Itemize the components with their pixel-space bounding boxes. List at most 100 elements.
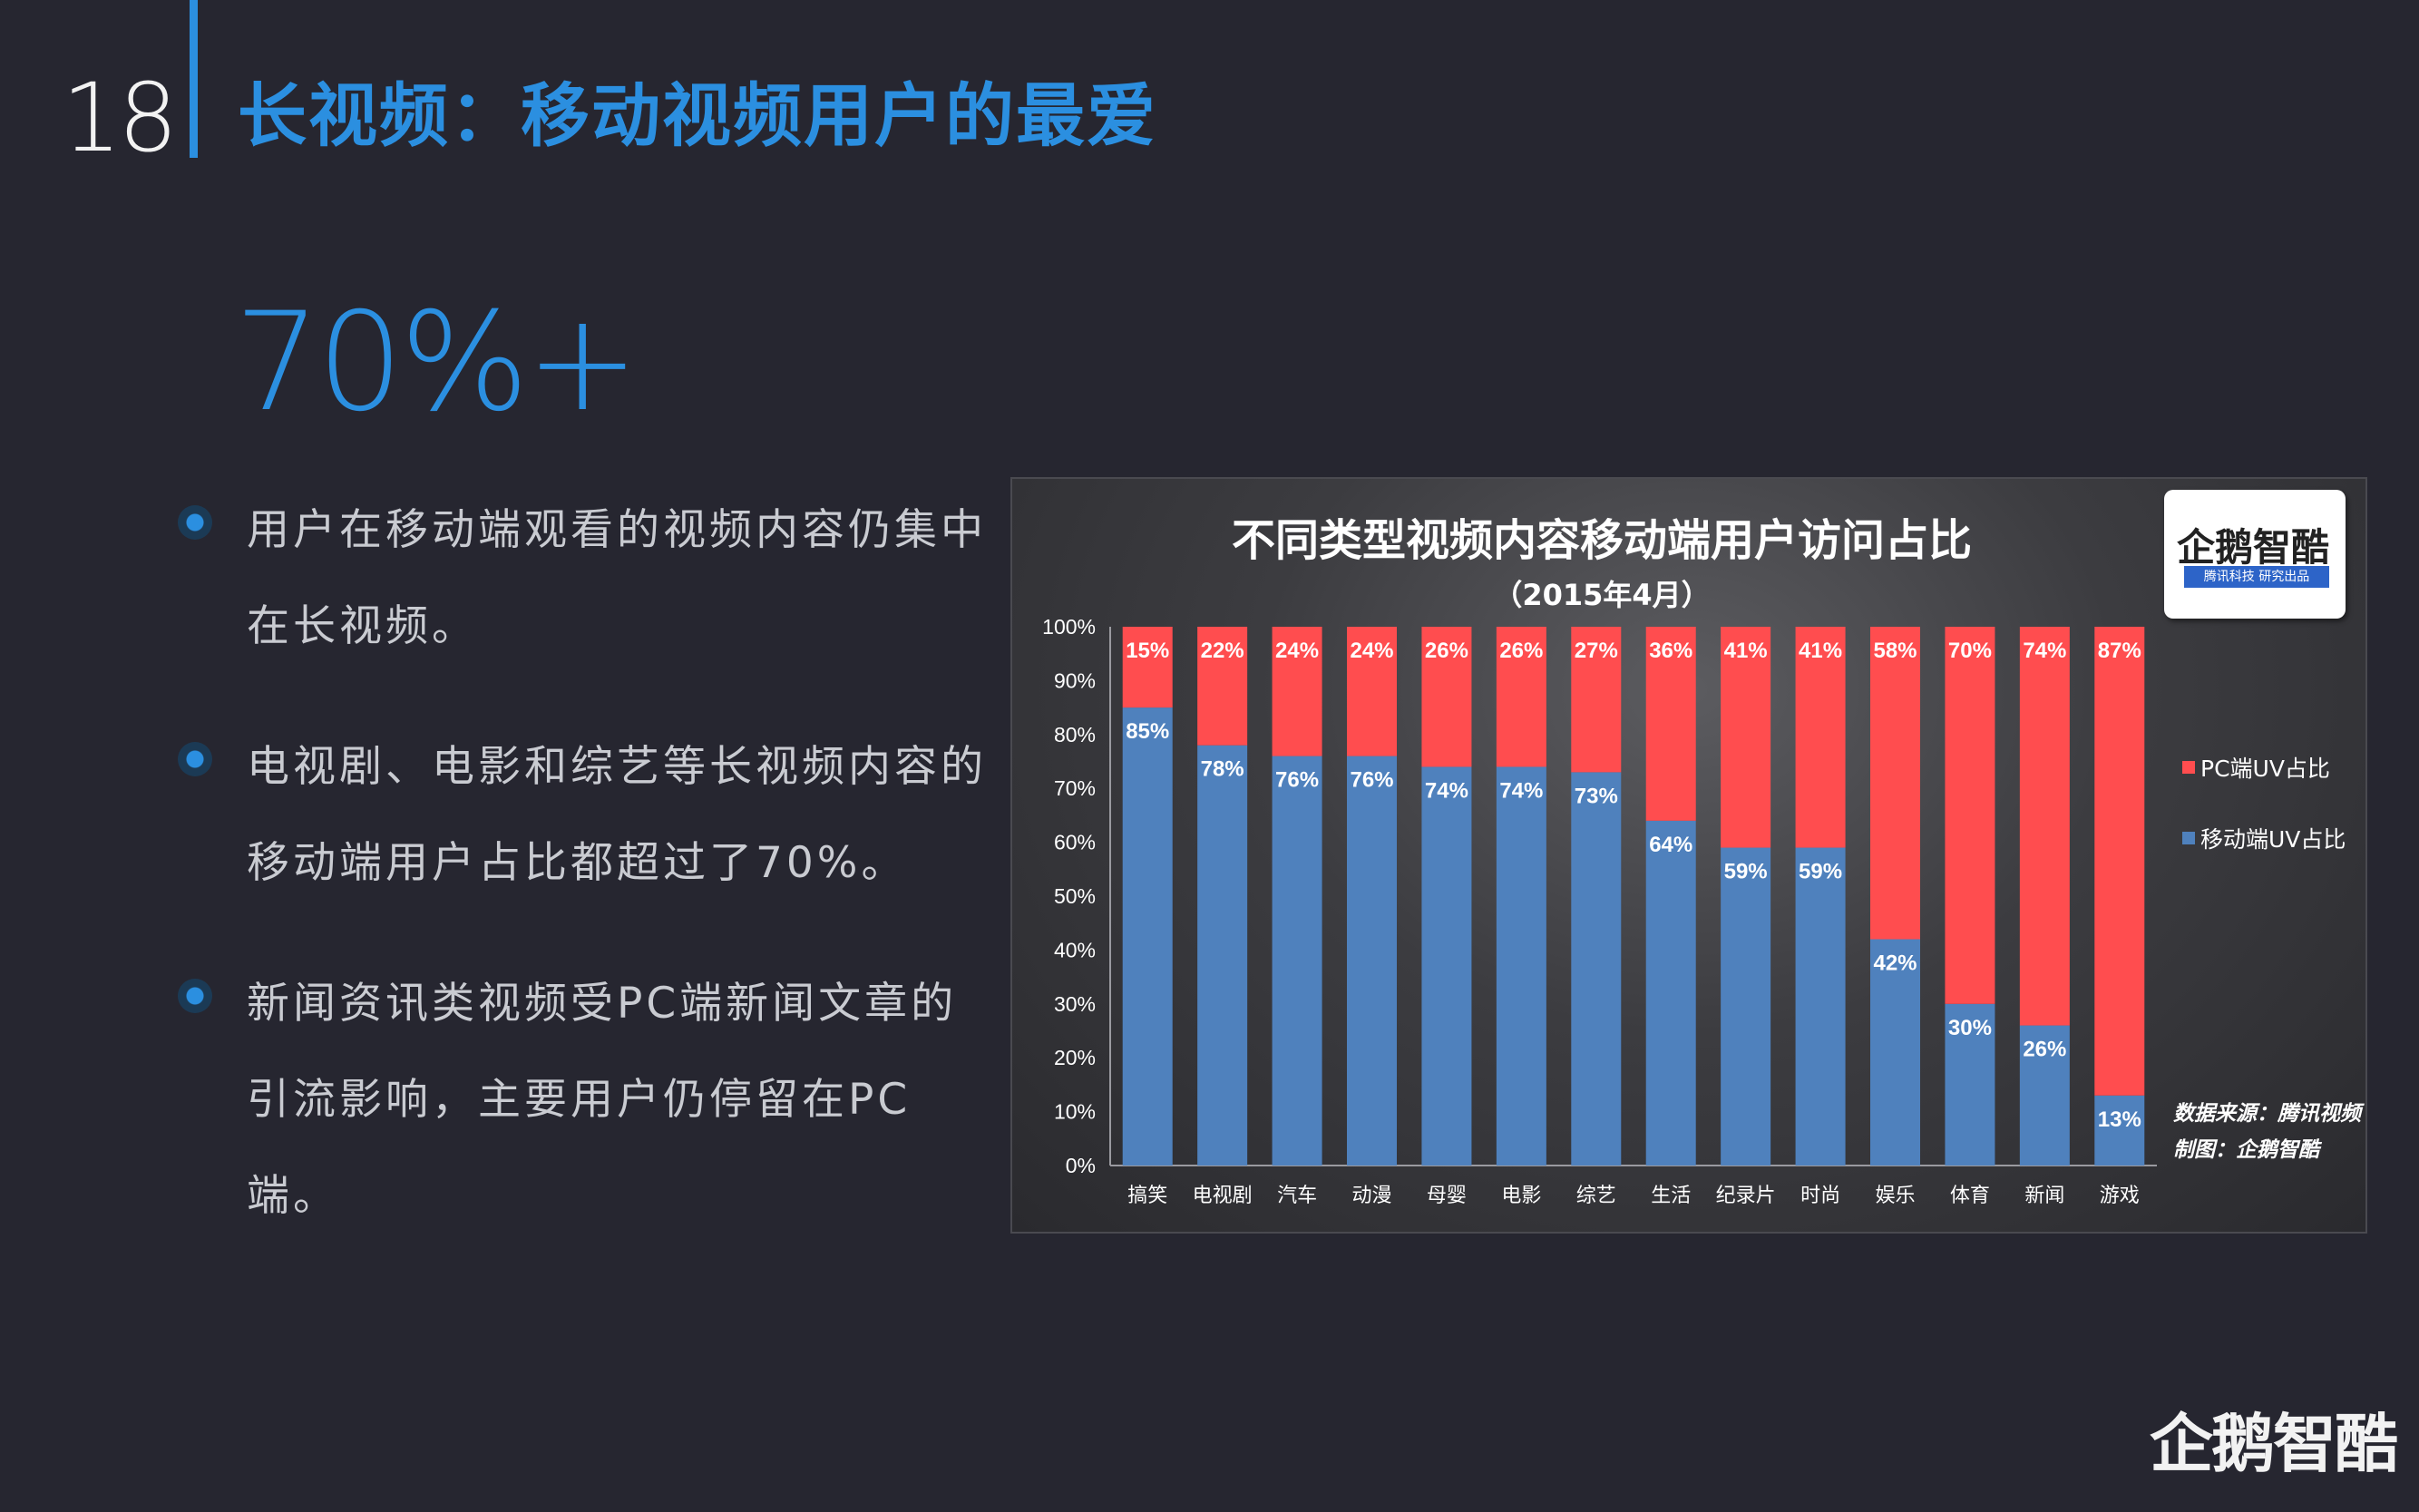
source-note-line: 数据来源：腾讯视频	[2173, 1102, 2361, 1126]
data-label-pc: 24%	[1350, 639, 1393, 663]
brand-logo-badge: 企鹅智酷 腾讯科技 研究出品	[2164, 490, 2346, 619]
legend-item-pc: PC端UV占比	[2182, 751, 2346, 784]
bar-pc-10	[1870, 627, 1920, 940]
data-label-mobile: 74%	[1499, 778, 1543, 803]
legend-swatch-mobile	[2182, 832, 2195, 844]
data-label-mobile: 74%	[1425, 778, 1468, 803]
data-label-pc: 36%	[1649, 639, 1692, 663]
bar-mobile-1	[1197, 745, 1248, 1166]
data-label-pc: 87%	[2098, 639, 2141, 663]
data-label-mobile: 59%	[1799, 860, 1842, 884]
y-tick-label: 60%	[1054, 831, 1096, 854]
bar-mobile-12	[2019, 1025, 2070, 1166]
x-tick-label: 新闻	[2024, 1185, 2064, 1207]
bullet-line: 电视剧、电影和综艺等长视频内容的	[247, 742, 987, 792]
bullet-dot-icon	[178, 505, 212, 540]
data-label-mobile: 85%	[1126, 719, 1169, 744]
x-tick-label: 体育	[1950, 1185, 1990, 1207]
y-tick-label: 50%	[1054, 884, 1096, 908]
brand-logo-mark: 企鹅智酷	[2177, 525, 2330, 570]
bullet-text: 电视剧、电影和综艺等长视频内容的 移动端用户占比都超过了70%。	[247, 719, 994, 912]
brand-logo-tag: 腾讯科技 研究出品	[2184, 566, 2329, 588]
bullet-list: 用户在移动端观看的视频内容仍集中 在长视频。 电视剧、电影和综艺等长视频内容的 …	[178, 483, 994, 1289]
y-tick-label: 100%	[1042, 615, 1096, 639]
data-label-pc: 15%	[1126, 639, 1169, 663]
bar-mobile-0	[1122, 707, 1173, 1166]
bar-mobile-9	[1795, 847, 1846, 1166]
data-label-pc: 74%	[2023, 639, 2066, 663]
x-tick-label: 纪录片	[1716, 1185, 1776, 1207]
x-tick-label: 母婴	[1427, 1185, 1467, 1207]
source-note: 数据来源：腾讯视频 制图：企鹅智酷	[2173, 1096, 2361, 1168]
y-tick-label: 30%	[1054, 992, 1096, 1016]
x-tick-label: 娱乐	[1875, 1185, 1915, 1207]
x-tick-label: 时尚	[1800, 1185, 1840, 1207]
bar-mobile-6	[1571, 772, 1622, 1166]
footer-brand-logo: 企鹅智酷	[2150, 1407, 2398, 1481]
legend-label-pc: PC端UV占比	[2200, 756, 2330, 782]
bullet-item: 新闻资讯类视频受PC端新闻文章的 引流影响，主要用户仍停留在PC端。	[178, 956, 994, 1244]
bullet-line: 移动端用户占比都超过了70%。	[247, 838, 908, 888]
x-tick-label: 汽车	[1277, 1185, 1317, 1207]
data-label-pc: 26%	[1499, 639, 1543, 663]
bar-pc-8	[1721, 627, 1771, 848]
y-tick-label: 0%	[1066, 1154, 1096, 1177]
data-label-pc: 24%	[1275, 639, 1319, 663]
bar-pc-4	[1421, 627, 1472, 767]
data-label-pc: 41%	[1799, 639, 1842, 663]
data-label-mobile: 64%	[1649, 833, 1692, 857]
data-label-pc: 58%	[1873, 639, 1917, 663]
chart-panel: 不同类型视频内容移动端用户访问占比 （2015年4月） 企鹅智酷 腾讯科技 研究…	[1010, 477, 2367, 1234]
bar-mobile-4	[1421, 766, 1472, 1166]
big-stat: 70%+	[234, 284, 639, 442]
x-tick-label: 电影	[1501, 1185, 1541, 1207]
bar-mobile-5	[1496, 766, 1546, 1166]
y-tick-label: 10%	[1054, 1100, 1096, 1124]
x-tick-label: 游戏	[2100, 1185, 2140, 1207]
data-label-pc: 22%	[1201, 639, 1244, 663]
x-tick-label: 生活	[1651, 1185, 1691, 1207]
data-label-pc: 26%	[1425, 639, 1468, 663]
bar-pc-2	[1272, 627, 1322, 756]
bar-pc-11	[1945, 627, 1995, 1004]
data-label-pc: 27%	[1575, 639, 1618, 663]
data-label-mobile: 13%	[2098, 1107, 2141, 1132]
bullet-text: 新闻资讯类视频受PC端新闻文章的 引流影响，主要用户仍停留在PC端。	[247, 956, 994, 1244]
y-tick-label: 80%	[1054, 723, 1096, 746]
bullet-line: 用户在移动端观看的视频内容仍集中	[247, 505, 987, 555]
data-label-mobile: 76%	[1350, 768, 1393, 793]
bar-pc-13	[2094, 627, 2145, 1096]
data-label-mobile: 76%	[1275, 768, 1319, 793]
bar-mobile-10	[1870, 939, 1920, 1166]
bar-pc-7	[1645, 627, 1696, 821]
bar-pc-1	[1197, 627, 1248, 746]
bar-mobile-8	[1721, 847, 1771, 1166]
source-note-line: 制图：企鹅智酷	[2173, 1138, 2319, 1162]
chart-subtitle: （2015年4月）	[1493, 578, 1711, 612]
bar-mobile-13	[2094, 1095, 2145, 1166]
bullet-line: 在长视频。	[247, 601, 478, 651]
stacked-bar-chart: 0% 10% 20% 30% 40% 50% 60% 70% 80% 90% 100% 15% 85% 搞…	[1042, 615, 2157, 1207]
data-label-mobile: 73%	[1575, 784, 1618, 808]
x-tick-label: 搞笑	[1127, 1185, 1167, 1207]
x-tick-label: 电视剧	[1193, 1185, 1253, 1207]
bar-mobile-2	[1272, 756, 1322, 1166]
y-tick-label: 20%	[1054, 1046, 1096, 1069]
bullet-item: 用户在移动端观看的视频内容仍集中 在长视频。	[178, 483, 994, 675]
data-label-pc: 41%	[1724, 639, 1768, 663]
bullet-item: 电视剧、电影和综艺等长视频内容的 移动端用户占比都超过了70%。	[178, 719, 994, 912]
bar-pc-12	[2019, 627, 2070, 1026]
data-label-mobile: 42%	[1873, 951, 1917, 976]
bar-mobile-11	[1945, 1003, 1995, 1166]
data-label-mobile: 78%	[1201, 757, 1244, 782]
data-label-pc: 70%	[1948, 639, 1992, 663]
chart-title: 不同类型视频内容移动端用户访问占比	[1231, 515, 1972, 566]
y-tick-label: 40%	[1054, 938, 1096, 961]
y-tick-label: 70%	[1054, 776, 1096, 800]
legend-swatch-pc	[2182, 761, 2195, 774]
legend-label-mobile: 移动端UV占比	[2200, 826, 2346, 853]
bullet-dot-icon	[178, 979, 212, 1013]
slide-title: 长视频：移动视频用户的最爱	[238, 75, 1157, 156]
chart-legend: PC端UV占比 移动端UV占比	[2182, 751, 2346, 893]
bar-mobile-3	[1347, 756, 1397, 1166]
